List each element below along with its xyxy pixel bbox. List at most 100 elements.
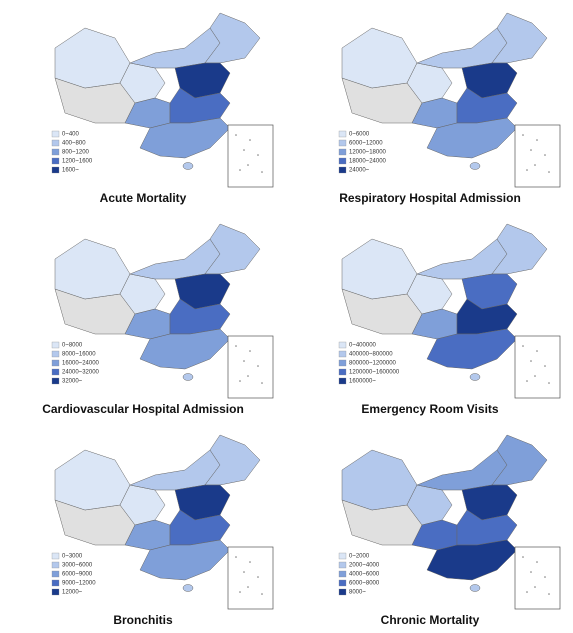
map-title: Respiratory Hospital Admission (339, 191, 521, 205)
legend-label: 0~2000 (349, 554, 370, 560)
legend-swatch (51, 570, 60, 578)
legend-swatch (51, 359, 60, 367)
legend-swatch (51, 148, 60, 156)
legend-swatch (51, 139, 60, 147)
island (522, 134, 524, 136)
map-title: Chronic Mortality (381, 613, 480, 627)
map-panel: 0~400 400~800 800~1200 1200~1600 1600~ Acute … (51, 12, 274, 205)
region (182, 584, 194, 592)
map-title: Acute Mortality (100, 191, 187, 205)
region (182, 373, 194, 381)
legend-label: 12000~ (62, 590, 83, 596)
region (204, 12, 261, 64)
legend-label: 24000~ (349, 168, 370, 174)
legend-swatch (51, 552, 60, 560)
island (530, 149, 532, 151)
island (261, 593, 263, 595)
island (239, 591, 241, 593)
island (536, 139, 538, 141)
legend-label: 6000~8000 (349, 581, 380, 587)
region (491, 434, 548, 486)
map-panel: 0~6000 6000~12000 12000~18000 18000~24000 24… (338, 12, 561, 205)
island (544, 576, 546, 578)
island (548, 593, 550, 595)
island (235, 556, 237, 558)
legend-swatch (338, 588, 347, 596)
legend-label: 24000~32000 (62, 370, 100, 376)
region (139, 117, 231, 159)
legend-label: 1200000~1600000 (349, 370, 400, 376)
legend-swatch (338, 552, 347, 560)
island (526, 169, 528, 171)
map-title: Bronchitis (113, 613, 173, 627)
legend-label: 8000~ (349, 590, 366, 596)
island (548, 171, 550, 173)
legend-label: 1600~ (62, 168, 79, 174)
region (341, 238, 418, 300)
island (243, 149, 245, 151)
region (426, 328, 518, 370)
legend-swatch (51, 588, 60, 596)
legend-swatch (338, 359, 347, 367)
legend-label: 800~1200 (62, 150, 90, 156)
island (548, 382, 550, 384)
region (204, 434, 261, 486)
legend-label: 16000~24000 (62, 361, 100, 367)
region (341, 27, 418, 89)
legend-swatch (338, 350, 347, 358)
legend-label: 6000~9000 (62, 572, 93, 578)
island (534, 375, 536, 377)
legend-swatch (51, 130, 60, 138)
map-title: Emergency Room Visits (361, 402, 498, 416)
inset-box (227, 124, 274, 188)
legend-swatch (338, 166, 347, 174)
region (182, 162, 194, 170)
region (426, 539, 518, 581)
island (526, 380, 528, 382)
china-map (341, 434, 548, 592)
legend-swatch (338, 130, 347, 138)
legend-label: 6000~12000 (349, 141, 383, 147)
island (534, 164, 536, 166)
legend-swatch (51, 377, 60, 385)
legend-label: 12000~18000 (349, 150, 387, 156)
legend-label: 18000~24000 (349, 159, 387, 165)
legend-label: 800000~1200000 (349, 361, 397, 367)
legend-label: 1200~1600 (62, 159, 93, 165)
legend-swatch (338, 157, 347, 165)
island (247, 375, 249, 377)
legend-label: 2000~4000 (349, 563, 380, 569)
region (139, 539, 231, 581)
region (469, 584, 481, 592)
china-map (54, 12, 261, 170)
legend-swatch (51, 561, 60, 569)
legend-label: 0~400 (62, 132, 80, 138)
island (249, 139, 251, 141)
island (247, 586, 249, 588)
legend-swatch (51, 341, 60, 349)
legend-swatch (338, 377, 347, 385)
legend-swatch (51, 166, 60, 174)
legend-label: 400~800 (62, 141, 86, 147)
region (341, 449, 418, 511)
island (249, 350, 251, 352)
island (257, 154, 259, 156)
island (530, 571, 532, 573)
legend-label: 0~400000 (349, 343, 377, 349)
china-map (54, 434, 261, 592)
island (544, 365, 546, 367)
region (54, 238, 131, 300)
map-panel: 0~400000 400000~800000 800000~1200000 12000… (338, 223, 561, 416)
map-title: Cardiovascular Hospital Admission (42, 402, 244, 416)
island (536, 350, 538, 352)
island (257, 576, 259, 578)
island (522, 556, 524, 558)
map-panel: 0~2000 2000~4000 4000~6000 6000~8000 8000~ Ch… (338, 434, 561, 627)
region (204, 223, 261, 275)
island (247, 164, 249, 166)
legend-swatch (338, 341, 347, 349)
map-panel: 0~3000 3000~6000 6000~9000 9000~12000 12000~… (51, 434, 274, 627)
island (534, 586, 536, 588)
legend-label: 32000~ (62, 379, 83, 385)
